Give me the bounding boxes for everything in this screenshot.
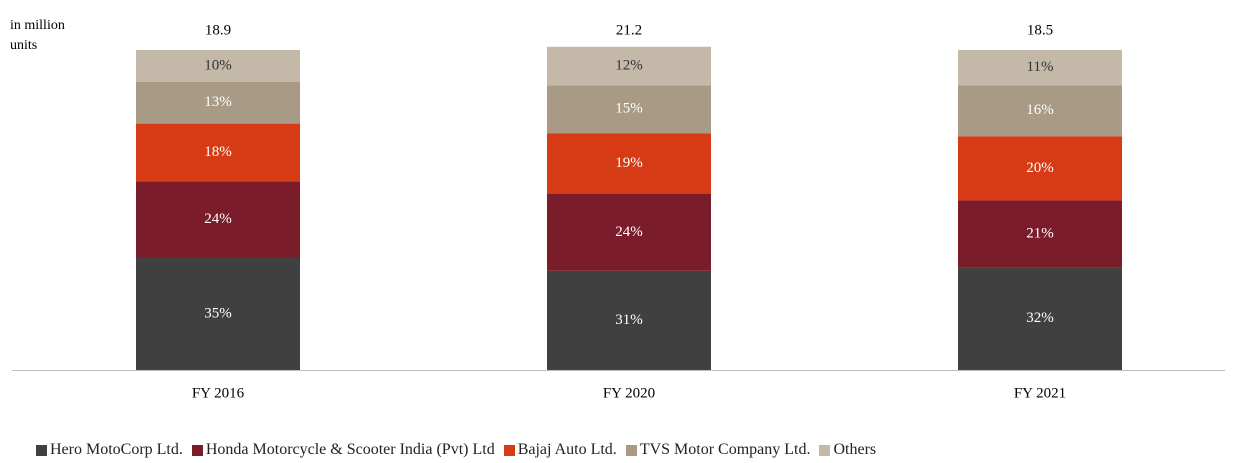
bar-segment xyxy=(547,270,711,370)
x-tick-label: FY 2020 xyxy=(603,385,655,401)
bar-segment xyxy=(958,50,1122,86)
data-label: 16% xyxy=(1026,102,1054,118)
legend-label: Others xyxy=(833,441,877,458)
data-label: 35% xyxy=(204,305,232,321)
legend-item: Others xyxy=(819,441,876,459)
legend-swatch xyxy=(819,444,831,456)
legend-item: TVS Motor Company Ltd. xyxy=(625,441,811,459)
bar-segment xyxy=(547,85,711,134)
legend-swatch xyxy=(625,444,637,456)
bar-segment xyxy=(136,50,300,82)
legend-item: Honda Motorcycle & Scooter India (Pvt) L… xyxy=(191,441,495,459)
bar-segment xyxy=(136,258,300,370)
data-label: 18% xyxy=(204,144,232,160)
data-label: 15% xyxy=(615,101,643,117)
data-label: 12% xyxy=(615,57,643,73)
total-label: 18.5 xyxy=(1027,22,1053,38)
legend-item: Bajaj Auto Ltd. xyxy=(503,441,617,459)
unit-label: in million units xyxy=(10,18,65,53)
data-label: 31% xyxy=(615,312,643,328)
bar-segment xyxy=(136,181,300,258)
bar-segment xyxy=(136,123,300,182)
legend-swatch xyxy=(36,444,47,456)
bar-segment xyxy=(547,46,711,86)
total-label: 18.9 xyxy=(205,22,231,38)
data-label: 32% xyxy=(1026,310,1054,326)
bar-segment xyxy=(958,267,1122,370)
bar-segment xyxy=(958,136,1122,201)
bar-segment xyxy=(547,194,711,271)
data-label: 24% xyxy=(204,211,232,227)
bar-segment xyxy=(958,85,1122,137)
legend-label: Bajaj Auto Ltd. xyxy=(517,441,617,458)
legend-item: Hero MotoCorp Ltd. xyxy=(36,441,183,459)
data-label: 19% xyxy=(615,155,643,171)
data-label: 20% xyxy=(1026,160,1054,176)
data-label: 13% xyxy=(204,94,232,110)
legend-label: TVS Motor Company Ltd. xyxy=(639,441,811,458)
legend-label: Hero MotoCorp Ltd. xyxy=(50,441,183,458)
x-tick-label: FY 2016 xyxy=(192,385,245,401)
x-tick-label: FY 2021 xyxy=(1014,385,1066,401)
legend-swatch xyxy=(503,444,515,456)
bar-segment xyxy=(547,133,711,194)
legend-label: Honda Motorcycle & Scooter India (Pvt) L… xyxy=(205,441,495,458)
data-label: 24% xyxy=(615,224,643,240)
total-label: 21.2 xyxy=(616,22,642,38)
bar-segment xyxy=(958,200,1122,268)
legend-swatch xyxy=(191,444,203,456)
legend: Hero MotoCorp Ltd. Honda Motorcycle & Sco… xyxy=(36,441,876,459)
data-label: 10% xyxy=(204,57,232,73)
data-label: 11% xyxy=(1027,59,1054,75)
bar-segment xyxy=(136,82,300,124)
data-label: 21% xyxy=(1026,225,1054,241)
